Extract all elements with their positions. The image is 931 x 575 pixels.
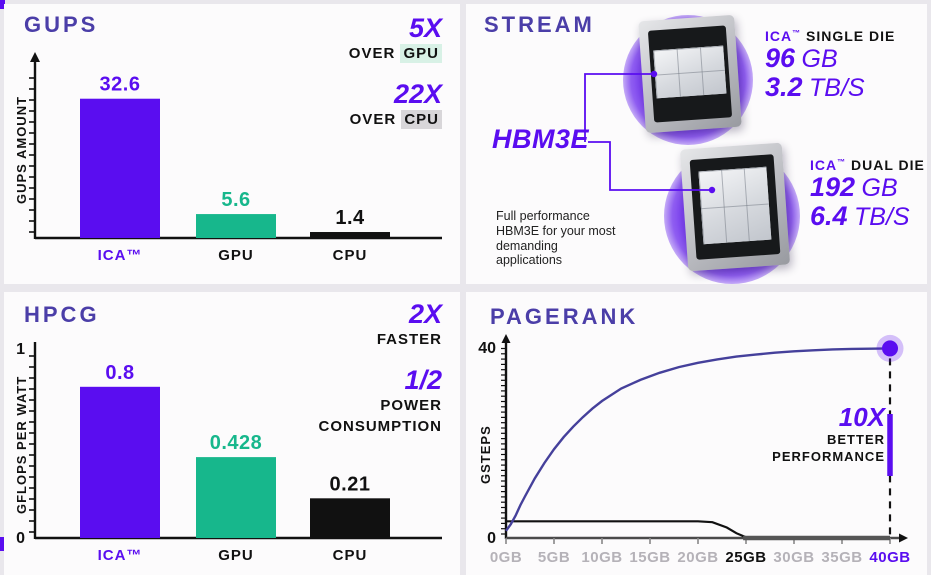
pagerank-better-label: BETTER bbox=[827, 432, 885, 448]
hpcg-panel: HPCG GFLOPS PER WATT 1 0 0.8 ICA™ 0.428 GPU 0.… bbox=[4, 292, 460, 575]
gups-y-axis-arrow bbox=[30, 52, 40, 62]
hpcg-value-label: 0.428 bbox=[210, 432, 263, 454]
hpcg-category-label: GPU bbox=[218, 547, 254, 564]
single-die-capacity: 96 GB bbox=[765, 43, 838, 73]
hpcg-annotation-power: 1/2 POWER CONSUMPTION bbox=[319, 366, 443, 436]
gups-22x-value: 22X bbox=[393, 79, 442, 109]
gups-over-gpu-label: OVER GPU bbox=[349, 44, 442, 64]
gups-panel: GUPS GUPS AMOUNT 32.6 ICA™ 5.6 GPU 1.4 CPU 5X… bbox=[4, 4, 460, 284]
hpcg-consumption-label: CONSUMPTION bbox=[318, 418, 442, 436]
pagerank-title: PAGERANK bbox=[490, 304, 639, 329]
hpcg-bar-chart: 1 0 0.8 ICA™ 0.428 GPU 0.21 CPU bbox=[16, 341, 442, 564]
dual-die-spec: ICA™ DUAL DIE 192 GB 6.4 TB/S bbox=[810, 157, 925, 231]
stream-title: STREAM bbox=[484, 12, 595, 37]
single-die-bandwidth: 3.2 TB/S bbox=[765, 72, 865, 103]
hpcg-bar-GPU bbox=[196, 457, 276, 538]
hpcg-category-label: ICA™ bbox=[98, 547, 143, 564]
pagerank-xtick-label: 30GB bbox=[773, 549, 814, 566]
hpcg-title: HPCG bbox=[24, 302, 100, 327]
hpcg-faster-label: FASTER bbox=[376, 331, 442, 349]
gpu-highlight: GPU bbox=[400, 44, 442, 64]
pagerank-y-axis-arrow bbox=[501, 334, 511, 343]
dual-die-heading: ICA™ DUAL DIE bbox=[810, 157, 925, 173]
gups-bar-GPU bbox=[196, 214, 276, 238]
gups-annotation-cpu: 22X OVER CPU bbox=[350, 79, 442, 130]
single-die-heading: ICA™ SINGLE DIE bbox=[765, 28, 896, 44]
gups-category-label: GPU bbox=[218, 247, 254, 264]
pagerank-10x-value: 10X bbox=[838, 402, 885, 432]
gups-value-label: 32.6 bbox=[100, 74, 141, 96]
hpcg-power-label: POWER bbox=[380, 397, 442, 415]
gups-bar-ICA™ bbox=[80, 98, 160, 238]
purple-edge-accent bbox=[0, 537, 5, 551]
gups-value-label: 5.6 bbox=[221, 189, 250, 211]
gups-5x-value: 5X bbox=[408, 13, 442, 43]
hpcg-category-label: CPU bbox=[333, 547, 368, 564]
hpcg-value-label: 0.8 bbox=[105, 362, 134, 384]
gups-value-label: 1.4 bbox=[335, 207, 365, 229]
gups-category-label: ICA™ bbox=[98, 247, 143, 264]
single-die-spec: ICA™ SINGLE DIE 96 GB 3.2 TB/S bbox=[765, 28, 895, 102]
gups-category-label: CPU bbox=[333, 247, 368, 264]
pagerank-cpu-series bbox=[506, 520, 890, 540]
pagerank-xtick-label: 0GB bbox=[490, 549, 522, 566]
hpcg-ytick-max: 1 bbox=[16, 341, 25, 358]
pagerank-xtick-label: 40GB bbox=[869, 549, 910, 566]
pagerank-end-marker-dot bbox=[882, 340, 898, 357]
pagerank-annotation: 10X BETTER PERFORMANCE bbox=[772, 402, 885, 464]
hbm3e-connector-lines bbox=[584, 70, 716, 194]
pagerank-xtick-label: 35GB bbox=[821, 549, 862, 566]
pagerank-xtick-label: 20GB bbox=[677, 549, 718, 566]
stream-panel: STREAM HBM3E Full performance HBM3E for … bbox=[466, 4, 927, 284]
cpu-highlight: CPU bbox=[401, 110, 442, 130]
hpcg-annotation-faster: 2X FASTER bbox=[377, 300, 442, 349]
pagerank-xtick-label: 25GB bbox=[725, 549, 766, 566]
gups-title: GUPS bbox=[24, 12, 99, 37]
hpcg-half-value: 1/2 bbox=[404, 365, 442, 395]
hpcg-ytick-zero: 0 bbox=[16, 530, 25, 547]
pagerank-ytick-40: 40 bbox=[478, 340, 496, 357]
pagerank-ica-series bbox=[505, 347, 891, 532]
hbm3e-label: HBM3E bbox=[492, 124, 590, 154]
dual-die-capacity: 192 GB bbox=[810, 172, 898, 202]
purple-corner-accent bbox=[0, 0, 5, 9]
stream-caption: Full performance HBM3E for your most dem… bbox=[496, 209, 616, 268]
pagerank-xtick-label: 15GB bbox=[629, 549, 670, 566]
gups-annotation-gpu: 5X OVER GPU bbox=[349, 13, 442, 64]
pagerank-xtick-label: 10GB bbox=[581, 549, 622, 566]
pagerank-ytick-0: 0 bbox=[487, 530, 496, 547]
pagerank-xtick-label: 5GB bbox=[538, 549, 570, 566]
pagerank-panel: PAGERANK GSTEPS 40 0 0GB 5GB 10GB 15GB 20GB 25G… bbox=[466, 292, 927, 575]
hpcg-bar-CPU bbox=[310, 498, 390, 538]
dual-die-bandwidth: 6.4 TB/S bbox=[810, 201, 910, 232]
pagerank-x-axis-arrow bbox=[899, 533, 908, 543]
pagerank-performance-label: PERFORMANCE bbox=[772, 448, 885, 464]
hpcg-2x-value: 2X bbox=[408, 299, 442, 329]
pagerank-line-chart: 40 0 0GB 5GB 10GB 15GB 20GB 25GB 30GB 35GB 40GB bbox=[478, 334, 910, 566]
gups-bar-chart: 32.6 ICA™ 5.6 GPU 1.4 CPU bbox=[29, 52, 442, 264]
gups-over-cpu-label: OVER CPU bbox=[350, 110, 442, 130]
hpcg-bar-ICA™ bbox=[80, 386, 160, 538]
hpcg-value-label: 0.21 bbox=[330, 473, 371, 495]
gups-bar-CPU bbox=[310, 232, 390, 238]
